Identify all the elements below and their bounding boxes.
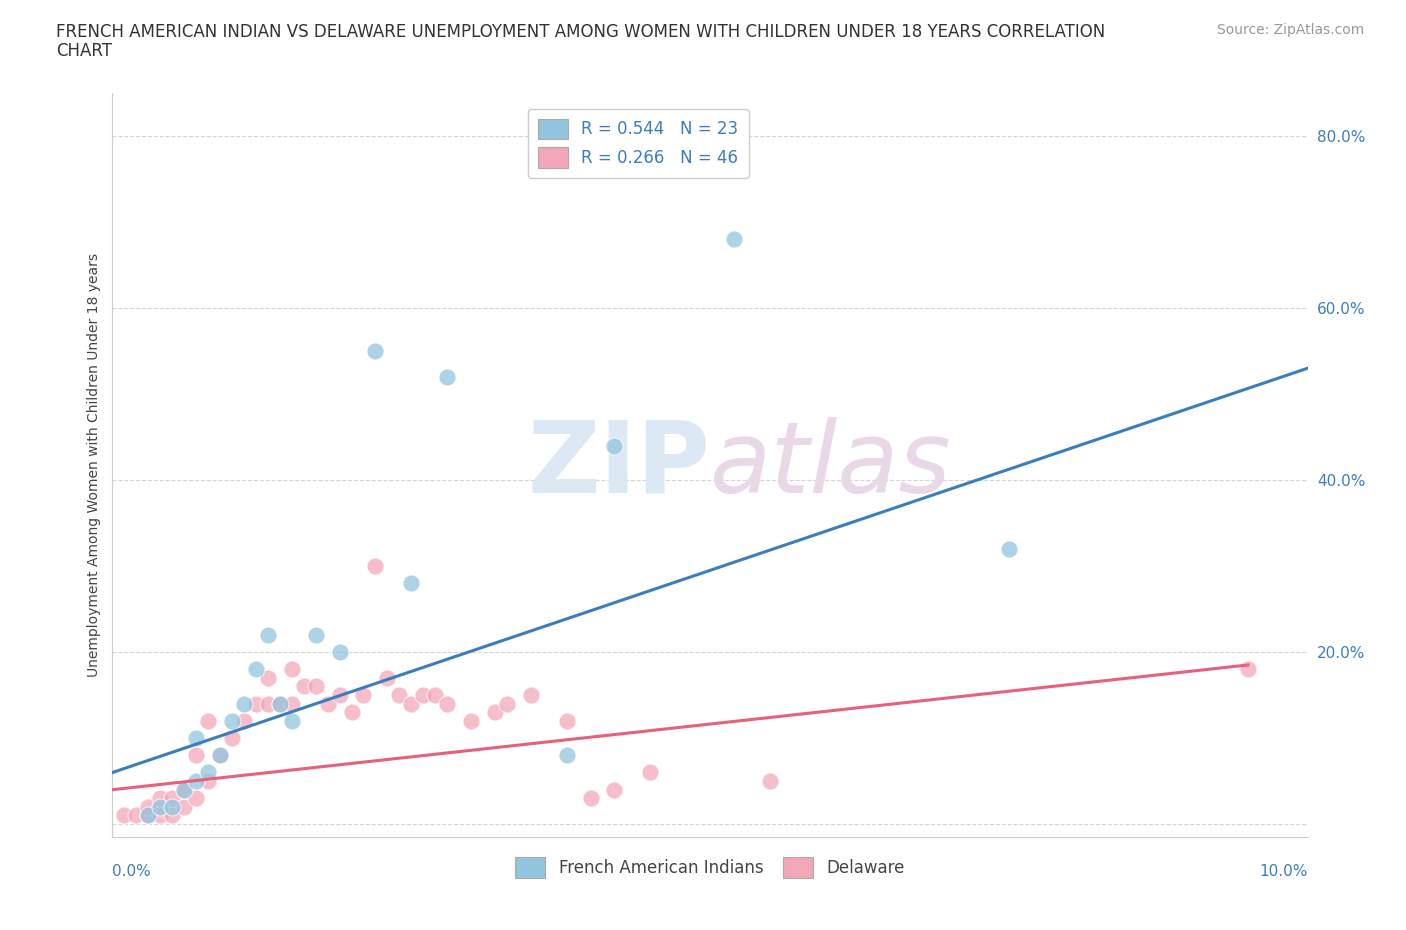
Point	[209, 748, 232, 763]
Point	[197, 774, 219, 789]
Point	[640, 765, 662, 780]
Point	[388, 687, 411, 702]
Point	[316, 697, 339, 711]
Point	[257, 628, 280, 643]
Point	[197, 765, 219, 780]
Point	[114, 808, 135, 823]
Text: CHART: CHART	[56, 42, 112, 60]
Point	[305, 679, 328, 694]
Point	[401, 576, 423, 591]
Text: 10.0%: 10.0%	[1260, 864, 1308, 879]
Point	[186, 774, 208, 789]
Point	[281, 662, 304, 677]
Point	[149, 790, 172, 805]
Legend: French American Indians, Delaware: French American Indians, Delaware	[509, 851, 911, 884]
Point	[186, 731, 208, 746]
Point	[723, 232, 745, 246]
Point	[292, 679, 315, 694]
Point	[460, 713, 482, 728]
Point	[233, 713, 256, 728]
Point	[162, 790, 183, 805]
Point	[329, 687, 352, 702]
Point	[496, 697, 519, 711]
Text: Source: ZipAtlas.com: Source: ZipAtlas.com	[1216, 23, 1364, 37]
Point	[197, 713, 219, 728]
Text: atlas: atlas	[710, 417, 952, 513]
Point	[245, 662, 267, 677]
Text: 0.0%: 0.0%	[112, 864, 152, 879]
Point	[125, 808, 148, 823]
Point	[138, 800, 160, 815]
Point	[555, 748, 578, 763]
Point	[281, 713, 304, 728]
Point	[209, 748, 232, 763]
Point	[173, 800, 195, 815]
Point	[377, 671, 399, 685]
Point	[245, 697, 267, 711]
Point	[364, 559, 387, 574]
Point	[138, 808, 160, 823]
Point	[364, 343, 387, 358]
Point	[555, 713, 578, 728]
Point	[149, 800, 172, 815]
Point	[305, 628, 328, 643]
Point	[353, 687, 375, 702]
Point	[269, 697, 291, 711]
Point	[484, 705, 506, 720]
Point	[281, 697, 304, 711]
Text: FRENCH AMERICAN INDIAN VS DELAWARE UNEMPLOYMENT AMONG WOMEN WITH CHILDREN UNDER : FRENCH AMERICAN INDIAN VS DELAWARE UNEMP…	[56, 23, 1105, 41]
Point	[1237, 662, 1260, 677]
Point	[186, 748, 208, 763]
Point	[329, 644, 352, 659]
Point	[340, 705, 363, 720]
Text: ZIP: ZIP	[527, 417, 710, 513]
Point	[162, 808, 183, 823]
Point	[401, 697, 423, 711]
Point	[520, 687, 543, 702]
Point	[186, 790, 208, 805]
Point	[579, 790, 602, 805]
Point	[149, 808, 172, 823]
Point	[257, 671, 280, 685]
Point	[173, 782, 195, 797]
Point	[221, 731, 243, 746]
Point	[162, 800, 183, 815]
Point	[998, 541, 1021, 556]
Point	[269, 697, 291, 711]
Point	[603, 782, 626, 797]
Point	[603, 438, 626, 453]
Point	[233, 697, 256, 711]
Point	[412, 687, 434, 702]
Point	[436, 697, 458, 711]
Point	[257, 697, 280, 711]
Y-axis label: Unemployment Among Women with Children Under 18 years: Unemployment Among Women with Children U…	[87, 253, 101, 677]
Point	[759, 774, 782, 789]
Point	[138, 808, 160, 823]
Point	[436, 369, 458, 384]
Point	[221, 713, 243, 728]
Point	[425, 687, 447, 702]
Point	[173, 782, 195, 797]
